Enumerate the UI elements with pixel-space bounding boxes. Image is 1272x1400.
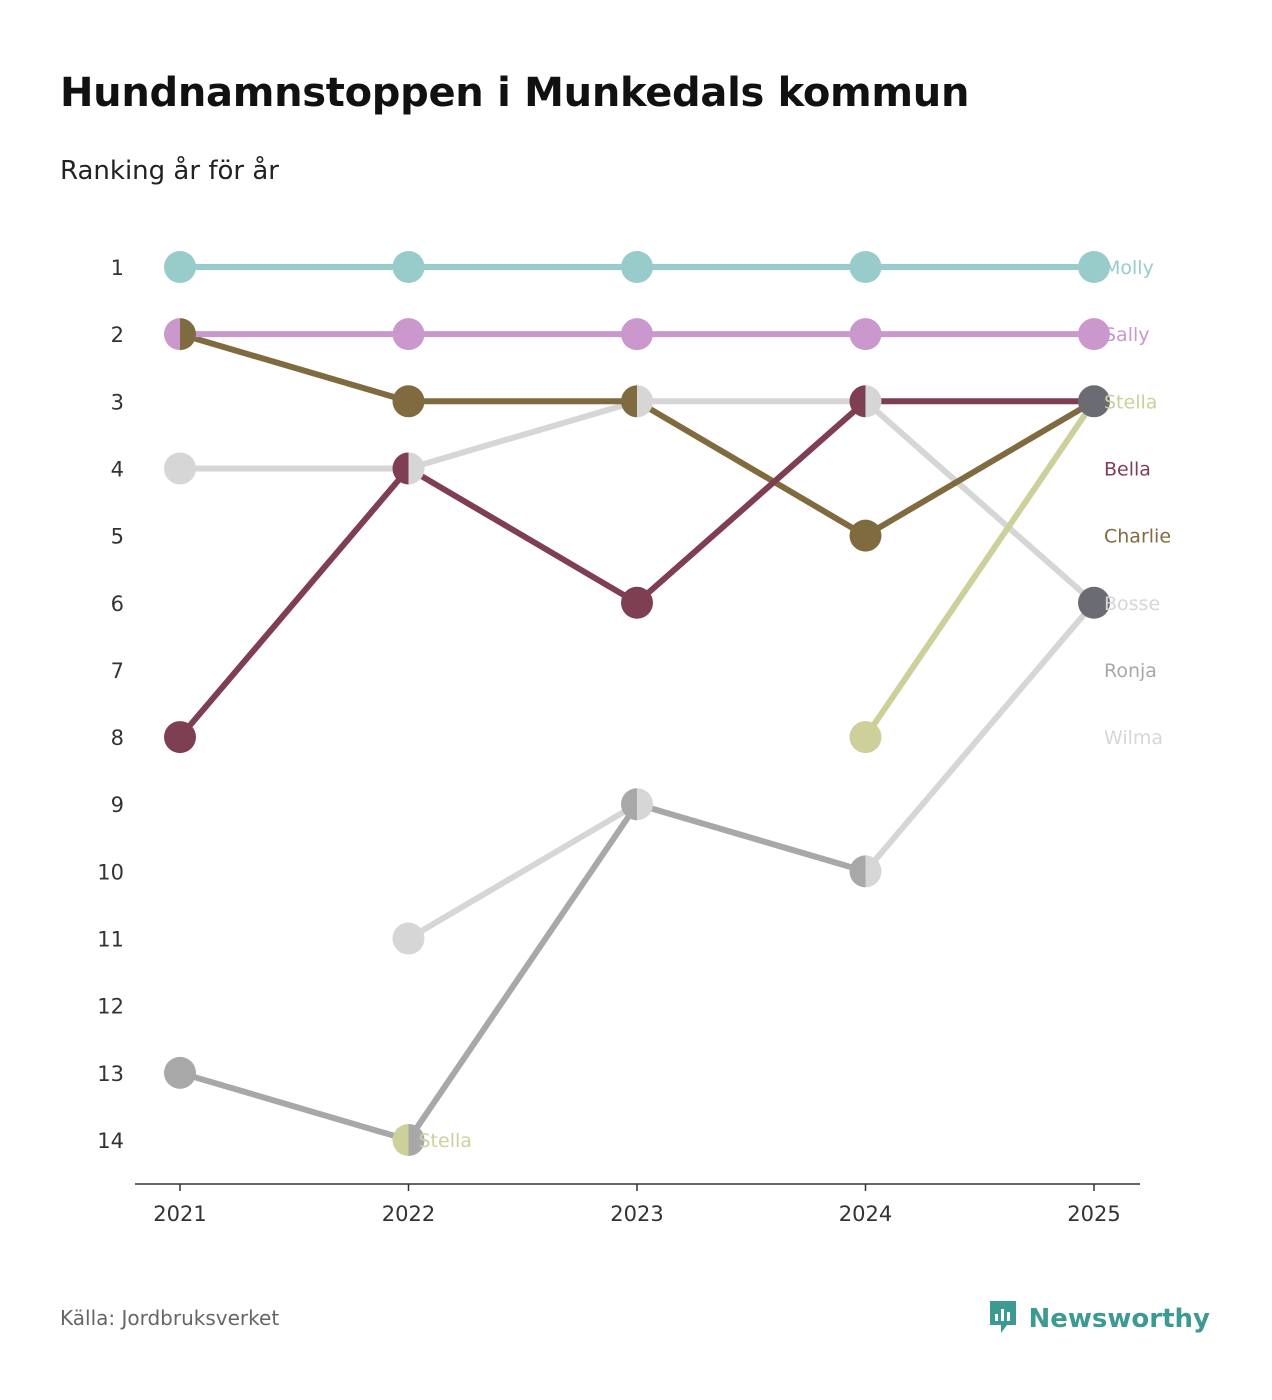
point-sally-2024[interactable] [849, 318, 882, 351]
point-charlie-2023[interactable] [621, 385, 637, 418]
point-shared-2025-rank-6[interactable] [1078, 586, 1110, 619]
y-tick-label: 8 [111, 726, 124, 750]
point-bella-2022[interactable] [392, 452, 409, 485]
y-tick-label: 4 [111, 457, 124, 481]
series-label-bella: Bella [1104, 458, 1151, 480]
point-wilma-2023[interactable] [637, 788, 653, 821]
series-labels: Wilma Ronja Bosse Stella Charlie Bella Sally Mo… [419, 257, 1172, 1152]
series-label-bosse: Bosse [1104, 593, 1160, 615]
x-tick-label: 2024 [839, 1202, 892, 1226]
bump-chart: 2021 2022 2023 2024 20251234567891011121314 … [97, 251, 1172, 1226]
series-label-sally: Sally [1104, 324, 1150, 346]
y-tick-label: 12 [97, 995, 124, 1019]
point-charlie-2021[interactable] [180, 318, 196, 351]
y-tick-label: 6 [111, 592, 124, 616]
point-molly-2025[interactable] [1078, 251, 1110, 283]
y-tick-label: 13 [97, 1062, 124, 1086]
point-ronja-2024[interactable] [849, 855, 866, 888]
point-charlie-2024[interactable] [849, 519, 882, 552]
point-bosse-2024[interactable] [865, 385, 882, 418]
series-label-stella: Stella [1104, 391, 1157, 413]
point-wilma-2024[interactable] [865, 855, 882, 888]
point-ronja-2023[interactable] [621, 788, 637, 821]
x-tick-label: 2025 [1067, 1202, 1120, 1226]
chart-title: Hundnamnstoppen i Munkedals kommun [60, 70, 970, 116]
y-tick-label: 9 [111, 793, 124, 817]
y-tick-label: 2 [111, 323, 124, 347]
point-sally-2022[interactable] [392, 318, 425, 351]
y-tick-label: 1 [111, 256, 124, 280]
series-line-bella [177, 398, 1097, 741]
point-sally-2021[interactable] [164, 318, 180, 351]
brand-name: Newsworthy [1028, 1304, 1210, 1334]
inline-label-stella: Stella [419, 1130, 472, 1152]
brand-logo[interactable]: Newsworthy [987, 1298, 1210, 1340]
y-tick-label: 11 [97, 928, 124, 952]
point-bella-2023[interactable] [621, 586, 653, 619]
y-tick-label: 3 [111, 390, 124, 414]
series-line-wilma [405, 599, 1097, 942]
x-tick-label: 2021 [153, 1202, 206, 1226]
point-wilma-2022[interactable] [392, 922, 425, 955]
point-molly-2023[interactable] [621, 251, 653, 283]
y-tick-label: 5 [111, 525, 124, 549]
chart-subtitle: Ranking år för år [60, 156, 279, 186]
point-bosse-2022[interactable] [408, 452, 425, 485]
point-molly-2021[interactable] [164, 251, 196, 283]
series-line-stella [862, 398, 1097, 741]
y-tick-label: 14 [97, 1129, 124, 1153]
point-bella-2021[interactable] [164, 721, 196, 754]
point-bosse-2023[interactable] [637, 385, 653, 418]
point-stella-2022[interactable] [392, 1124, 409, 1156]
point-charlie-2022[interactable] [392, 385, 425, 418]
point-stella-2024[interactable] [849, 721, 882, 754]
point-sally-2025[interactable] [1078, 318, 1110, 351]
point-molly-2022[interactable] [392, 251, 425, 283]
source-note: Källa: Jordbruksverket [60, 1306, 280, 1330]
series-label-wilma: Wilma [1104, 727, 1163, 749]
point-molly-2024[interactable] [849, 251, 882, 283]
series-label-charlie: Charlie [1104, 526, 1171, 548]
x-tick-label: 2022 [382, 1202, 435, 1226]
y-tick-label: 7 [111, 659, 124, 683]
point-shared-2025-rank-3[interactable] [1078, 385, 1110, 418]
point-bella-2024[interactable] [849, 385, 866, 418]
series-label-molly: Molly [1104, 257, 1154, 279]
point-bosse-2021[interactable] [164, 452, 196, 485]
newsworthy-logo-icon [987, 1298, 1019, 1340]
series-line-charlie [177, 331, 1097, 539]
series-line-ronja [177, 801, 869, 1143]
x-tick-label: 2023 [610, 1202, 663, 1226]
series-label-ronja: Ronja [1104, 660, 1157, 682]
point-ronja-2022[interactable] [408, 1124, 425, 1156]
y-tick-label: 10 [97, 860, 124, 884]
series-points [164, 251, 1110, 1156]
point-sally-2023[interactable] [621, 318, 653, 351]
point-ronja-2021[interactable] [164, 1056, 196, 1089]
